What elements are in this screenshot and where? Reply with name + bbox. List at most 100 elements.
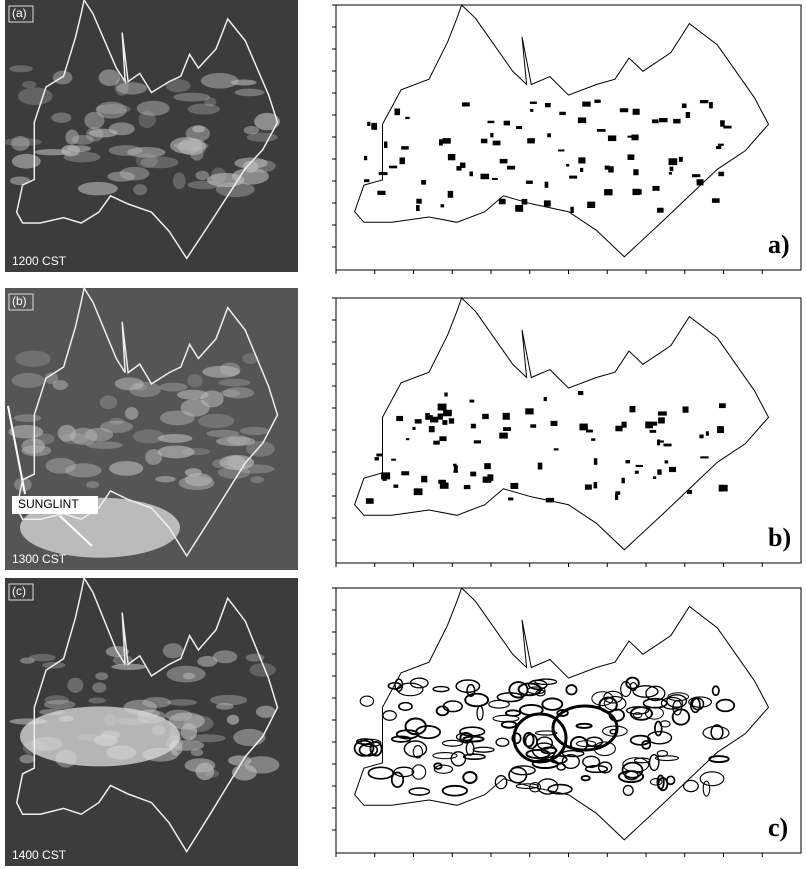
cloud-cell — [498, 198, 506, 205]
cloud-cell — [607, 135, 617, 142]
cloud-cell — [502, 412, 510, 420]
cloud-cell — [378, 172, 388, 176]
cloud — [178, 475, 215, 491]
cloud-cell — [492, 140, 501, 146]
cloud-cell — [469, 171, 473, 177]
cloud-cell — [376, 453, 383, 457]
annotation: SUNGLINT — [18, 497, 79, 511]
cloud-cell — [487, 120, 495, 124]
satellite-image — [5, 0, 298, 272]
cloud-cell — [652, 185, 660, 191]
contour — [450, 751, 467, 767]
cloud — [200, 72, 239, 89]
cloud — [67, 677, 84, 693]
cloud — [21, 438, 45, 454]
cloud — [162, 643, 184, 659]
contour — [561, 754, 580, 770]
cloud-cell — [438, 479, 446, 484]
contour — [464, 692, 490, 708]
cloud — [44, 372, 59, 385]
panel-label: (a) — [12, 6, 27, 20]
contour — [495, 737, 510, 747]
cloud — [176, 389, 209, 400]
cloud — [65, 129, 79, 145]
plot-frame — [335, 297, 802, 564]
contour — [455, 679, 481, 694]
cloud — [85, 427, 114, 442]
cloud-cell — [586, 429, 593, 433]
cloud-cell — [705, 431, 709, 436]
cloud-cell — [608, 166, 614, 173]
cloud-cell — [473, 440, 482, 444]
cloud — [172, 172, 186, 190]
cloud-cell — [374, 457, 379, 461]
cloud — [197, 655, 218, 667]
cloud-cell — [413, 488, 423, 496]
contour — [575, 722, 593, 729]
cloud-cell — [687, 489, 692, 494]
cloud-cell — [527, 138, 535, 144]
cloud-cell — [577, 117, 587, 124]
cloud — [217, 466, 251, 479]
cloud-cell — [393, 484, 399, 488]
cloud — [9, 176, 31, 185]
contour — [591, 691, 614, 706]
cloud-cell — [691, 174, 701, 178]
contour — [512, 712, 568, 764]
cloud — [84, 111, 105, 130]
cloud-cell — [696, 179, 704, 186]
cloud — [218, 378, 251, 387]
cloud — [3, 137, 42, 147]
cloud — [65, 463, 102, 478]
contour — [395, 729, 420, 740]
cloud — [109, 461, 144, 476]
cloud — [195, 762, 215, 781]
contour — [382, 710, 397, 721]
contour — [654, 720, 663, 737]
cloud-cell — [723, 125, 732, 129]
contour — [529, 781, 542, 793]
cloud — [212, 650, 238, 664]
cloud-cell — [544, 103, 551, 108]
cloud — [219, 389, 241, 398]
cloud-cell — [681, 103, 687, 108]
cloud-cell — [632, 108, 640, 115]
arrow — [7, 405, 26, 495]
cloud-cell — [442, 420, 448, 425]
contour — [556, 709, 569, 717]
cloud — [127, 146, 166, 158]
outline — [15, 286, 279, 558]
cloud-cell — [719, 484, 728, 492]
cloud — [57, 424, 77, 442]
cloud-cell — [659, 118, 668, 123]
cloud — [92, 682, 107, 693]
cloud — [192, 125, 205, 133]
cloud — [243, 126, 260, 135]
contour — [597, 761, 613, 774]
cloud-cell — [547, 133, 551, 138]
cloud — [111, 663, 147, 670]
cloud-cell — [621, 421, 627, 428]
cloud-cell — [516, 125, 523, 130]
cloud-cell — [669, 166, 674, 172]
cloud-cell — [625, 460, 631, 464]
cloud-cell — [699, 434, 704, 439]
cloud — [187, 373, 203, 388]
cloud — [185, 125, 211, 142]
cloud-cell — [638, 189, 642, 195]
cloud-cell — [544, 181, 549, 188]
contour — [476, 705, 484, 721]
cloud — [202, 365, 241, 378]
cloud-cell — [566, 163, 570, 167]
contour — [508, 766, 528, 784]
cloud-cell — [396, 415, 404, 422]
cloud-cell — [633, 169, 639, 176]
contour — [629, 706, 653, 721]
cloud-cell — [627, 135, 636, 138]
contour — [412, 745, 424, 759]
contour — [575, 740, 597, 748]
cloud-cell — [656, 207, 664, 213]
cloud — [45, 457, 76, 474]
cloud-cell — [470, 471, 477, 477]
cloud-cell — [673, 118, 681, 124]
